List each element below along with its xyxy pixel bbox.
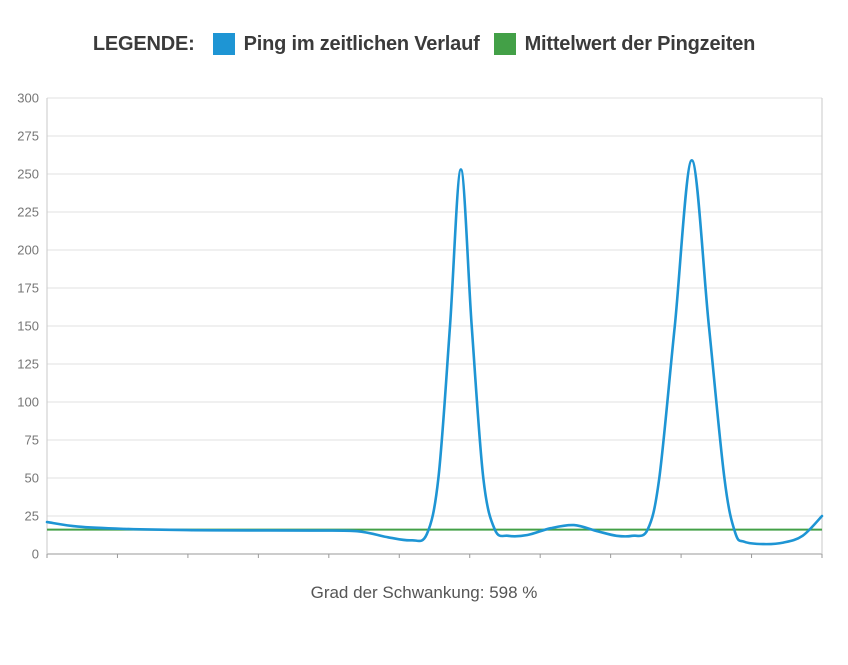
y-axis-labels: 0 25 50 75 100 125 150 175 200 225 250 275 300	[17, 91, 39, 562]
svg-text:150: 150	[17, 319, 39, 334]
svg-text:100: 100	[17, 395, 39, 410]
ping-line-chart: 0 25 50 75 100 125 150 175 200 225 250 275 300	[17, 91, 824, 562]
svg-text:300: 300	[17, 91, 39, 106]
svg-text:175: 175	[17, 281, 39, 296]
legend-item-mean: Mittelwert der Pingzeiten	[493, 32, 756, 56]
svg-text:0: 0	[32, 547, 39, 562]
svg-text:250: 250	[17, 167, 39, 182]
svg-text:125: 125	[17, 357, 39, 372]
legend-item-label: Ping im zeitlichen Verlauf	[243, 32, 480, 55]
svg-text:50: 50	[25, 471, 39, 486]
legend: LEGENDE: Ping im zeitlichen Verlauf Mitt…	[0, 28, 848, 60]
ping-series-line	[45, 159, 824, 546]
mean-series-swatch-icon	[493, 33, 516, 55]
svg-text:25: 25	[25, 509, 39, 524]
legend-item-ping: Ping im zeitlichen Verlauf	[212, 32, 480, 56]
ping-series-swatch-icon	[212, 33, 235, 55]
fluctuation-caption: Grad der Schwankung: 598 %	[310, 583, 538, 602]
svg-text:225: 225	[17, 205, 39, 220]
legend-item-label: Mittelwert der Pingzeiten	[524, 32, 756, 55]
svg-text:75: 75	[25, 433, 39, 448]
legend-title: LEGENDE:	[92, 32, 195, 55]
svg-text:200: 200	[17, 243, 39, 258]
x-axis-ticks	[46, 554, 823, 558]
svg-text:275: 275	[17, 129, 39, 144]
page: LEGENDE: Ping im zeitlichen Verlauf Mitt…	[0, 28, 848, 665]
gridlines	[47, 97, 822, 555]
